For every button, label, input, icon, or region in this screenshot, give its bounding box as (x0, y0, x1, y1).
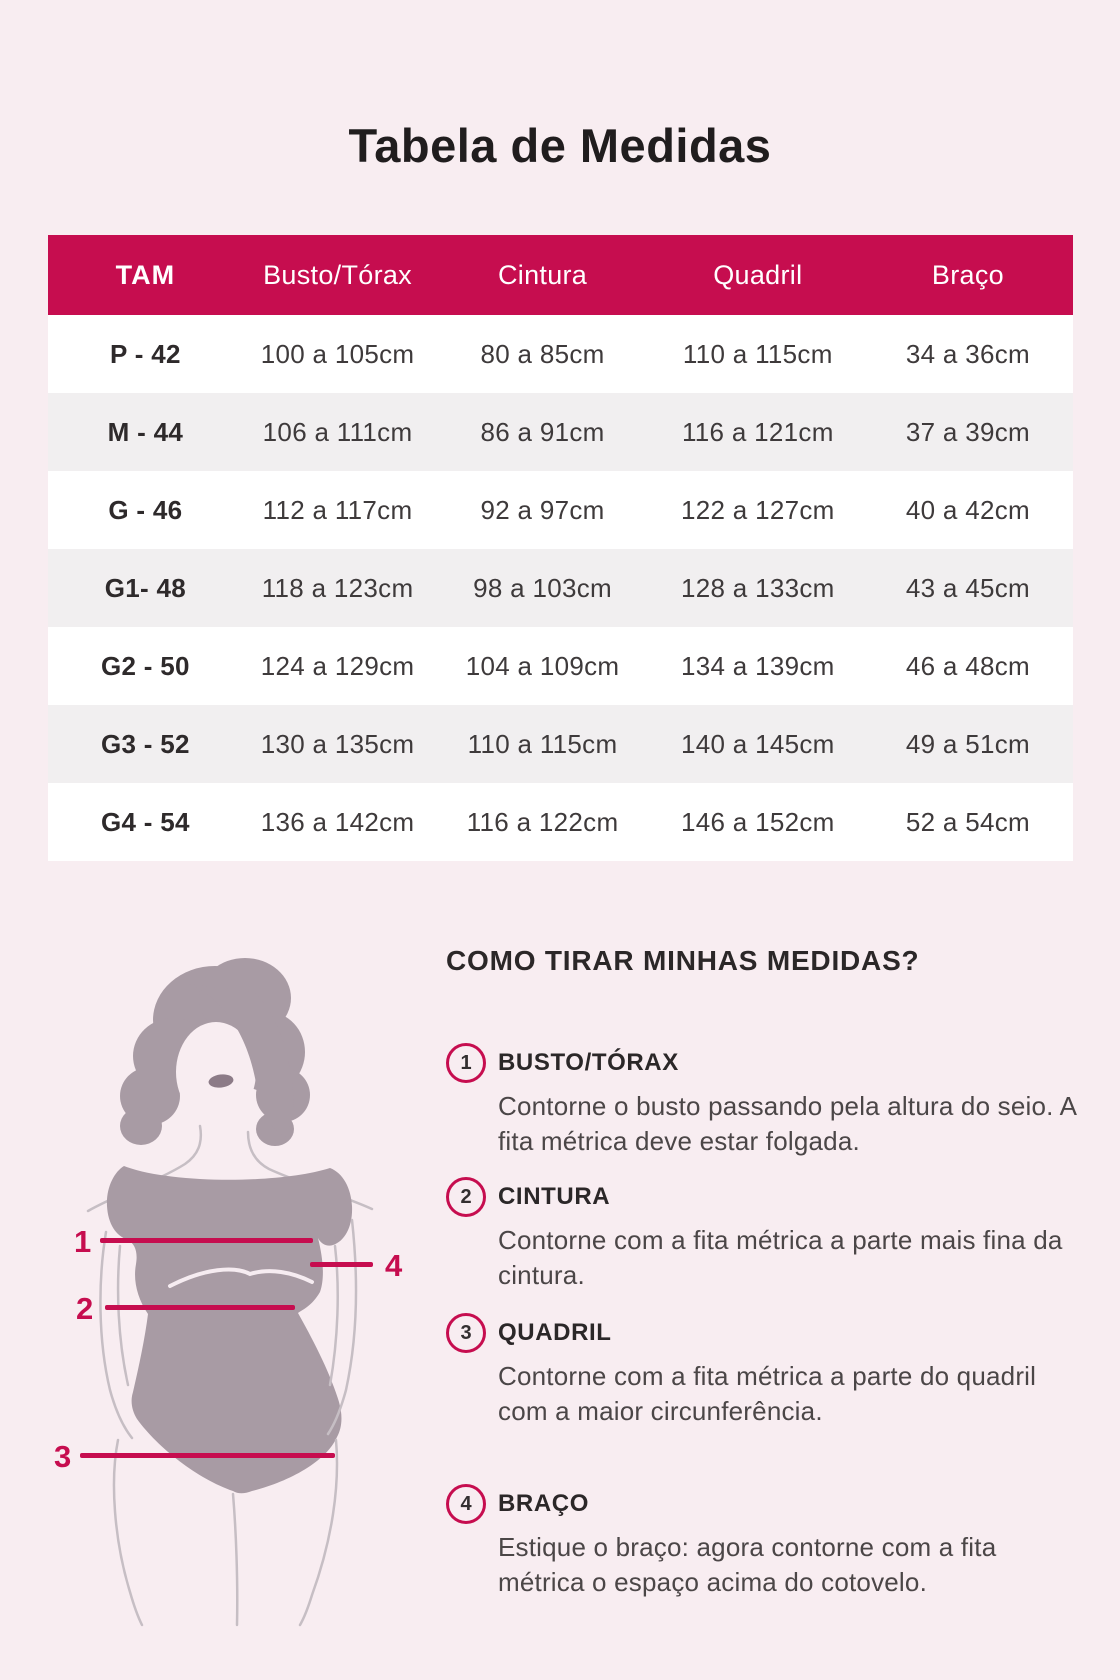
step-number-badge: 2 (446, 1177, 486, 1217)
arm-cell: 52 a 54cm (905, 806, 1030, 837)
hip-cell: 122 a 127cm (680, 494, 835, 525)
column-header-cintura: Cintura (497, 259, 588, 290)
waist-cell: 80 a 85cm (480, 338, 605, 369)
instruction-step-quadril: 3 QUADRIL Contorne com a fita métrica a … (446, 1313, 1080, 1429)
size-table: TAM Busto/Tórax Cintura Quadril Braço P … (48, 235, 1073, 861)
hip-cell: 110 a 115cm (682, 338, 833, 369)
column-header-tam: TAM (115, 259, 176, 290)
size-cell: G3 - 52 (100, 728, 190, 759)
bust-cell: 100 a 105cm (260, 338, 415, 369)
body-measurement-figure: 1 4 2 3 (40, 880, 440, 1640)
step-number: 2 (460, 1185, 472, 1208)
waist-measure-line (105, 1305, 295, 1310)
table-row: G2 - 50 124 a 129cm 104 a 109cm 134 a 13… (48, 627, 1073, 705)
bust-cell: 136 a 142cm (260, 806, 415, 837)
table-row: G4 - 54 136 a 142cm 116 a 122cm 146 a 15… (48, 783, 1073, 861)
page-title: Tabela de Medidas (348, 119, 772, 172)
step-label: BRAÇO (498, 1490, 589, 1517)
figure-marker-3: 3 (54, 1439, 72, 1474)
step-description: Estique o braço: agora contorne com a fi… (498, 1532, 997, 1597)
arm-cell: 37 a 39cm (905, 416, 1030, 447)
bust-cell: 130 a 135cm (260, 728, 415, 759)
size-cell: G - 46 (108, 494, 183, 525)
size-table-header: TAM Busto/Tórax Cintura Quadril Braço (48, 235, 1073, 315)
arm-cell: 43 a 45cm (905, 572, 1030, 603)
arm-cell: 49 a 51cm (905, 728, 1030, 759)
step-number: 1 (460, 1051, 472, 1074)
table-row: G3 - 52 130 a 135cm 110 a 115cm 140 a 14… (48, 705, 1073, 783)
legs-outline (112, 1438, 339, 1627)
step-label: BUSTO/TÓRAX (498, 1049, 679, 1076)
size-cell: M - 44 (107, 416, 184, 447)
figure-marker-4: 4 (385, 1248, 403, 1283)
bust-cell: 118 a 123cm (261, 572, 414, 603)
underbust-line (168, 1267, 314, 1288)
size-cell: G2 - 50 (100, 650, 190, 681)
size-cell: P - 42 (110, 338, 181, 369)
waist-cell: 98 a 103cm (473, 572, 612, 603)
waist-cell: 86 a 91cm (480, 416, 605, 447)
arm-measure-line (310, 1262, 373, 1267)
lips-shape (208, 1074, 234, 1088)
arm-cell: 46 a 48cm (905, 650, 1030, 681)
hip-cell: 116 a 121cm (681, 416, 834, 447)
hip-measure-line (80, 1453, 335, 1458)
step-number: 4 (460, 1492, 472, 1515)
step-label: QUADRIL (498, 1319, 612, 1346)
waist-cell: 116 a 122cm (466, 806, 619, 837)
column-header-busto: Busto/Tórax (263, 259, 412, 290)
hip-cell: 134 a 139cm (680, 650, 835, 681)
bust-measure-line (100, 1238, 313, 1243)
waist-cell: 92 a 97cm (480, 494, 605, 525)
figure-marker-2: 2 (76, 1291, 94, 1326)
hair-bangs-shape (188, 984, 294, 1137)
step-description: Contorne com a fita métrica a parte do q… (498, 1361, 1037, 1426)
hip-cell: 128 a 133cm (680, 572, 835, 603)
arm-cell: 34 a 36cm (905, 338, 1030, 369)
torso-shape (106, 1166, 353, 1494)
bust-cell: 106 a 111cm (262, 416, 413, 447)
table-row: G1- 48 118 a 123cm 98 a 103cm 128 a 133c… (48, 549, 1073, 627)
table-row: M - 44 106 a 111cm 86 a 91cm 116 a 121cm… (48, 393, 1073, 471)
step-description: Contorne o busto passando pela altura do… (498, 1091, 1076, 1156)
instruction-step-busto: 1 BUSTO/TÓRAX Contorne o busto passando … (446, 1043, 1080, 1159)
step-label: CINTURA (498, 1183, 611, 1210)
table-row: P - 42 100 a 105cm 80 a 85cm 110 a 115cm… (48, 315, 1073, 393)
figure-marker-1: 1 (74, 1224, 92, 1259)
size-cell: G1- 48 (104, 572, 187, 603)
woman-silhouette-illustration (86, 958, 374, 1627)
waist-cell: 110 a 115cm (467, 728, 618, 759)
arm-cell: 40 a 42cm (905, 494, 1030, 525)
table-row: G - 46 112 a 117cm 92 a 97cm 122 a 127cm… (48, 471, 1073, 549)
bust-cell: 112 a 117cm (262, 494, 413, 525)
hip-cell: 146 a 152cm (680, 806, 835, 837)
step-number: 3 (460, 1321, 472, 1344)
step-number-badge: 1 (446, 1043, 486, 1083)
face-shape (176, 1022, 256, 1131)
measuring-instructions: COMO TIRAR MINHAS MEDIDAS? 1 BUSTO/TÓRAX… (446, 945, 1086, 1597)
instruction-step-braco: 4 BRAÇO Estique o braço: agora contorne … (446, 1484, 1080, 1600)
instruction-step-cintura: 2 CINTURA Contorne com a fita métrica a … (446, 1177, 1080, 1293)
step-number-badge: 4 (446, 1484, 486, 1524)
instructions-heading: COMO TIRAR MINHAS MEDIDAS? (446, 945, 920, 976)
step-description: Contorne com a fita métrica a parte mais… (498, 1225, 1063, 1290)
waist-cell: 104 a 109cm (465, 650, 620, 681)
column-header-quadril: Quadril (713, 259, 803, 290)
arms-outline (99, 1218, 358, 1440)
hip-cell: 140 a 145cm (680, 728, 835, 759)
step-number-badge: 3 (446, 1313, 486, 1353)
bust-cell: 124 a 129cm (260, 650, 415, 681)
column-header-braco: Braço (931, 259, 1004, 290)
size-cell: G4 - 54 (100, 806, 190, 837)
